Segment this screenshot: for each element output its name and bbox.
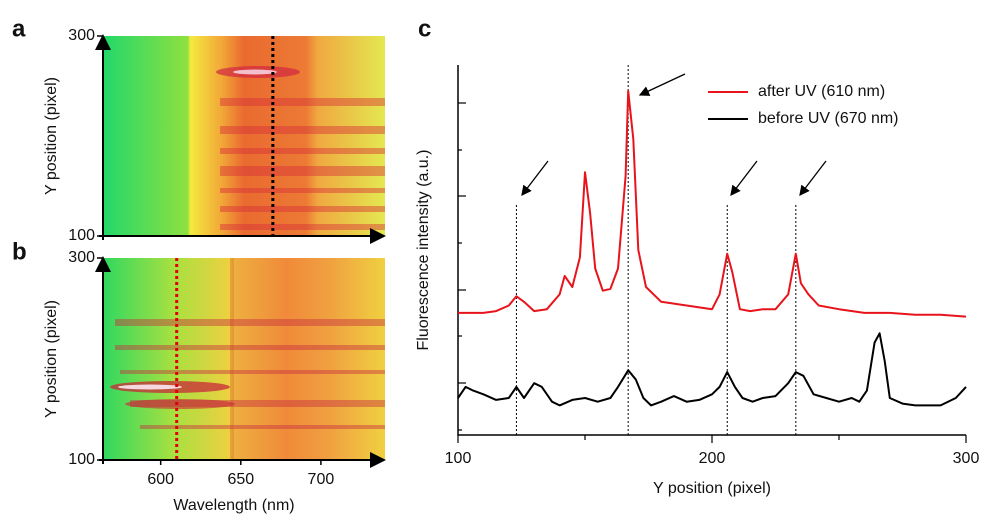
y-tick-label: 300 [68,27,95,44]
arrows [521,73,827,197]
y-tick-marks [458,102,840,440]
panel-label: a [12,15,26,42]
panel-label: c [418,15,431,42]
spectral-image-a [103,36,385,236]
y-tick-label: 100 [68,451,95,468]
x-axis-label: Y position (pixel) [653,480,771,497]
y-tick-label: 300 [68,249,95,266]
panel-label: b [12,238,27,265]
data-line [457,332,967,407]
legend-label: before UV (670 nm) [758,110,899,127]
x-tick-label: 300 [953,450,980,467]
legend-label: after UV (610 nm) [758,83,885,100]
data-line [458,89,967,318]
spectral-image-b [103,258,385,460]
y-tick-label: 100 [68,227,95,244]
x-tick-label: 100 [445,450,472,467]
x-tick-label: 650 [227,471,254,488]
x-tick-label: 700 [308,471,335,488]
y-axis-label: Fluorescence intensity (a.u.) [415,150,432,351]
x-tick-label: 200 [699,450,726,467]
y-axis-label: Y position (pixel) [43,77,60,195]
x-tick-label: 600 [147,471,174,488]
x-axis-label: Wavelength (nm) [173,497,294,514]
y-axis-label: Y position (pixel) [43,300,60,418]
